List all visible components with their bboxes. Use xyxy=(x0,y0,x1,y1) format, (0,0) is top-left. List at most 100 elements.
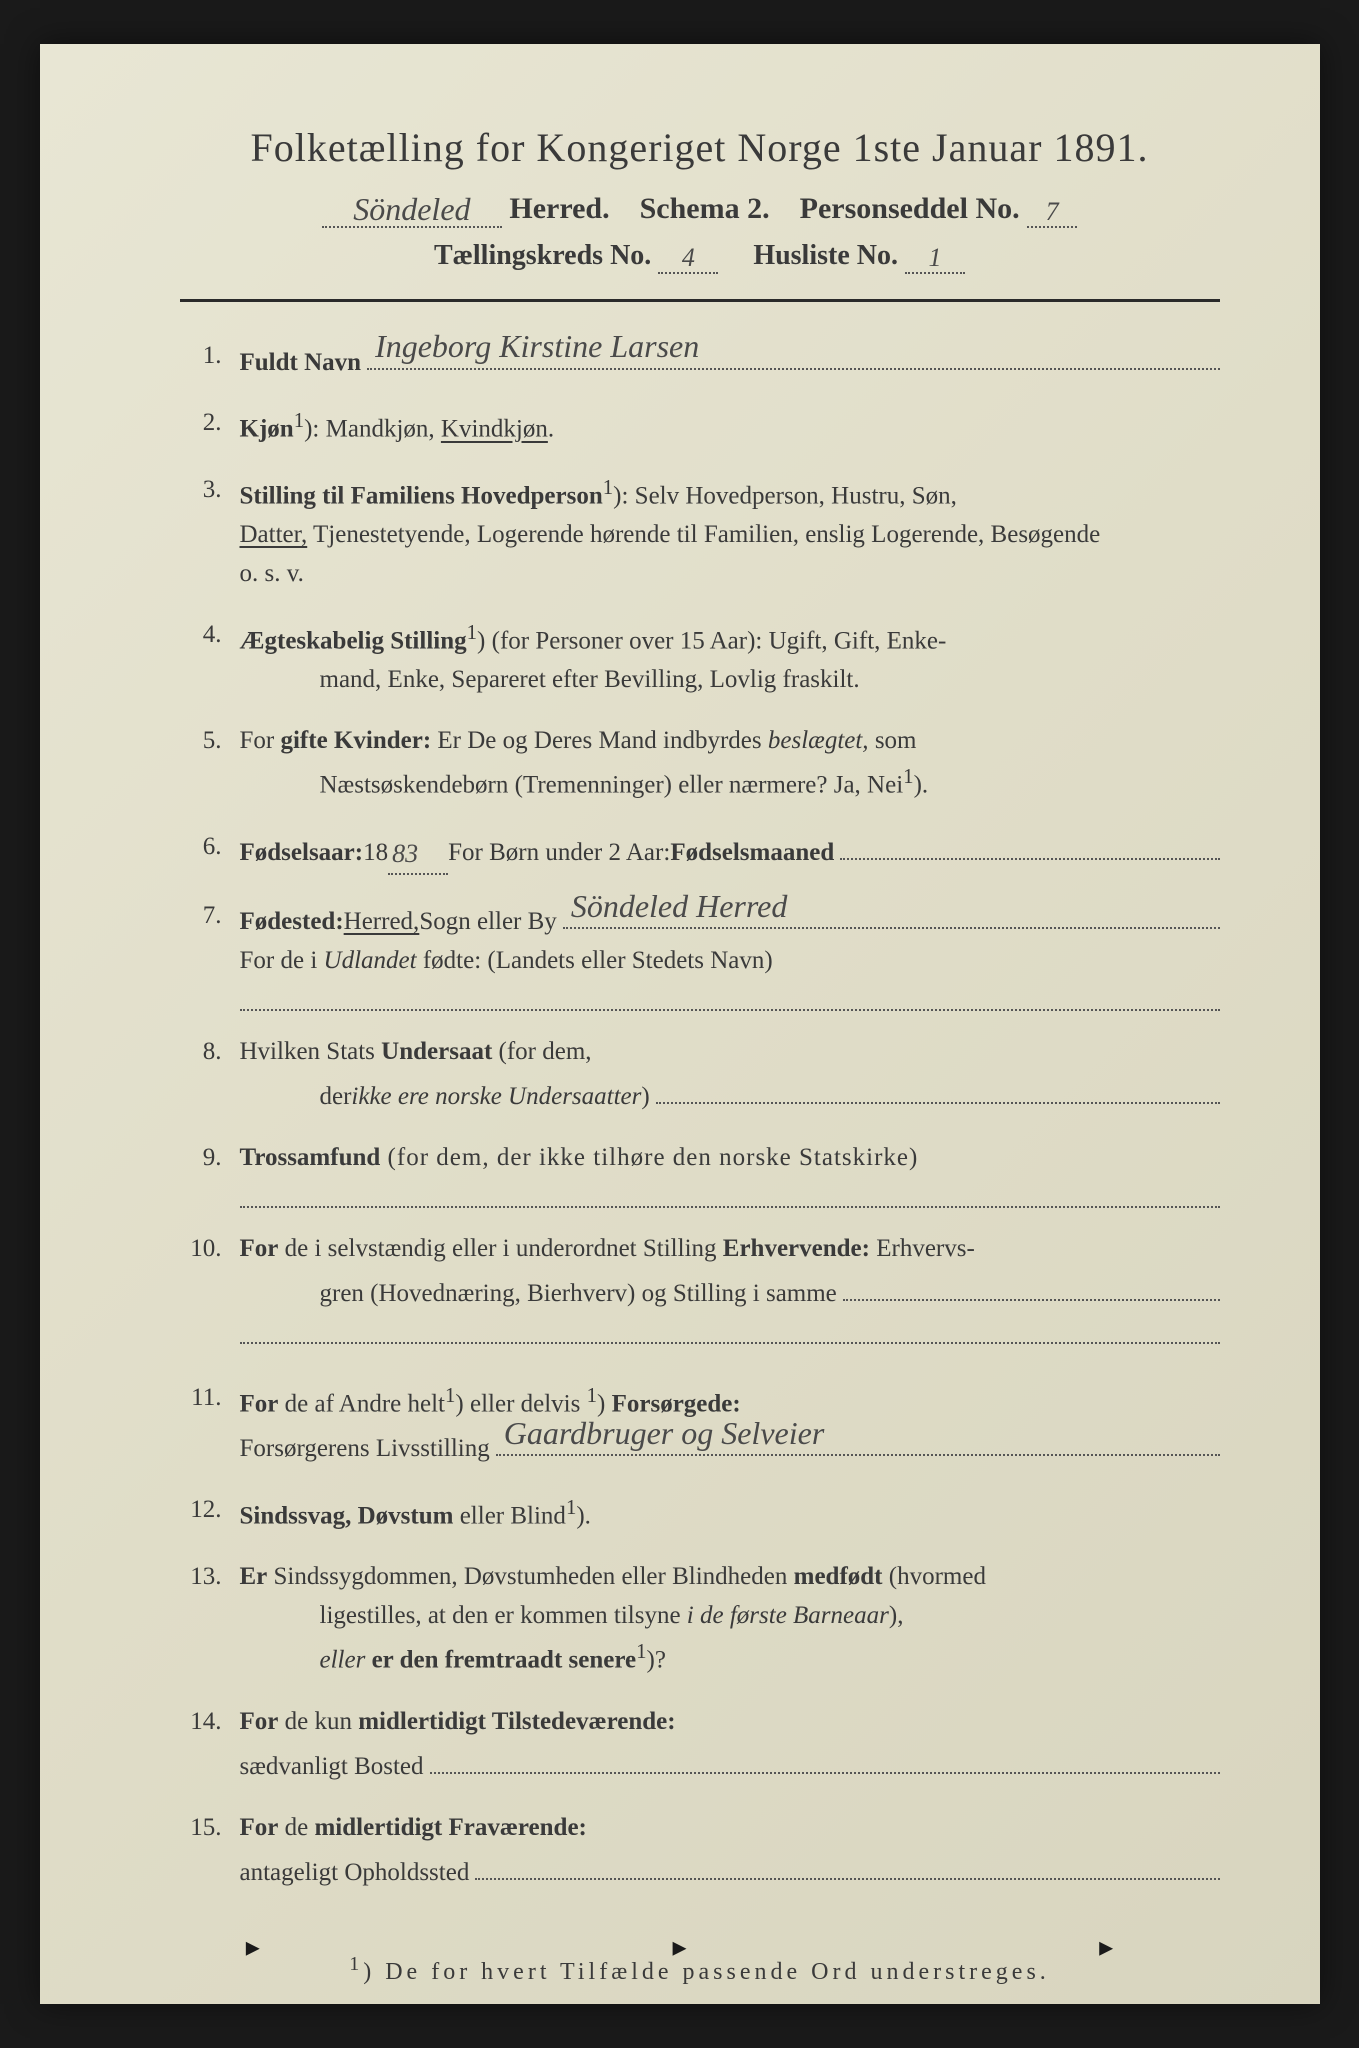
text: de kun xyxy=(278,1708,358,1735)
item-num: 12. xyxy=(190,1491,240,1536)
item-label: Undersaat xyxy=(381,1038,492,1065)
item-label: medfødt xyxy=(794,1563,883,1590)
year-value: 83 xyxy=(392,834,418,874)
item-num: 10. xyxy=(190,1230,240,1344)
text: ), xyxy=(889,1602,904,1629)
personseddel-value: 7 xyxy=(1046,197,1059,227)
sup: 1 xyxy=(566,1495,576,1519)
text: eller Blind xyxy=(453,1502,565,1529)
dotted-line xyxy=(430,1741,1220,1774)
italic-text: ikke ere norske Undersaatter xyxy=(351,1078,641,1117)
month-field xyxy=(840,828,1219,861)
item-num: 3. xyxy=(190,471,240,594)
item-7: 7. Fødested: Herred, Sogn eller By Sönde… xyxy=(190,897,1220,1011)
item-15: 15. For de midlertidigt Fraværende: anta… xyxy=(190,1809,1220,1893)
text: Er De og Deres Mand indbyrdes xyxy=(431,727,768,754)
census-form-page: Folketælling for Kongeriget Norge 1ste J… xyxy=(40,44,1320,2004)
sup: 1 xyxy=(445,1383,455,1407)
kreds-field: 4 xyxy=(658,240,718,274)
husliste-value: 1 xyxy=(929,243,942,273)
text: Sindssygdommen, Døvstumheden eller Blind… xyxy=(267,1563,793,1590)
item-label: Stilling til Familiens Hovedperson xyxy=(240,483,603,510)
item-num: 6. xyxy=(190,828,240,875)
item-2: 2. Kjøn1): Mandkjøn, Kvindkjøn. xyxy=(190,404,1220,449)
husliste-label: Husliste No. xyxy=(753,240,898,271)
binding-marks: ▸ ▸ ▸ xyxy=(40,1930,1320,1964)
item-label: midlertidigt Tilstedeværende: xyxy=(358,1708,675,1735)
item-label: Fødested: xyxy=(240,903,344,942)
item-3: 3. Stilling til Familiens Hovedperson1):… xyxy=(190,471,1220,594)
item-11: 11. For de af Andre helt1) eller delvis … xyxy=(190,1379,1220,1469)
item-num: 7. xyxy=(190,897,240,1011)
header-line-3: Tællingskreds No. 4 Husliste No. 1 xyxy=(180,240,1220,274)
text: Hvilken Stats xyxy=(240,1038,382,1065)
text: (for dem, der ikke tilhøre den norske St… xyxy=(380,1144,918,1171)
item-label: Fødselsmaaned xyxy=(670,834,834,873)
provider-value: Gaardbruger og Selveier xyxy=(504,1409,825,1459)
selected-underlined: Herred, xyxy=(344,903,420,942)
item-num: 8. xyxy=(190,1033,240,1117)
herred-value: Söndeled xyxy=(353,191,470,228)
text: Sogn eller By xyxy=(419,903,557,942)
text: ) xyxy=(641,1078,649,1117)
header-line-2: Söndeled Herred. Schema 2. Personseddel … xyxy=(180,189,1220,228)
text: For xyxy=(240,727,281,754)
dotted-line xyxy=(240,1342,1220,1344)
kreds-value: 4 xyxy=(682,243,695,273)
item-label: Sindssvag, Døvstum xyxy=(240,1502,454,1529)
provider-field: Gaardbruger og Selveier xyxy=(496,1424,1220,1457)
text: sædvanligt Bosted xyxy=(240,1748,424,1787)
item-label: er den fremtraadt senere xyxy=(372,1647,637,1674)
text: Forsørgerens Livsstilling xyxy=(240,1430,490,1469)
item-num: 11. xyxy=(190,1379,240,1469)
form-header: Folketælling for Kongeriget Norge 1ste J… xyxy=(180,124,1220,302)
text: (for dem, xyxy=(492,1038,591,1065)
item-label: For xyxy=(240,1235,279,1262)
text: som xyxy=(869,727,917,754)
personseddel-label: Personseddel No. xyxy=(800,192,1020,225)
italic-text: beslægtet, xyxy=(768,727,869,754)
sup: 1 xyxy=(587,1383,597,1407)
text: o. s. v. xyxy=(240,560,304,587)
item-label: Ægteskabelig Stilling xyxy=(240,627,467,654)
birthplace-field: Söndeled Herred xyxy=(563,897,1220,930)
text: (hvormed xyxy=(883,1563,986,1590)
herred-label: Herred. xyxy=(509,192,609,225)
text: gren (Hovednæring, Bierhverv) og Stillin… xyxy=(320,1275,837,1314)
mark-icon: ▸ xyxy=(1099,1930,1113,1964)
personseddel-field: 7 xyxy=(1027,192,1077,228)
year-field: 83 xyxy=(388,832,448,875)
text: der xyxy=(320,1078,352,1117)
item-label: midlertidigt Fraværende: xyxy=(314,1814,586,1841)
dotted-line xyxy=(843,1268,1220,1301)
selected-underlined: Kvindkjøn xyxy=(441,416,548,443)
text: Erhvervs- xyxy=(870,1235,975,1262)
item-5: 5. For gifte Kvinder: Er De og Deres Man… xyxy=(190,722,1220,806)
item-8: 8. Hvilken Stats Undersaat (for dem, der… xyxy=(190,1033,1220,1117)
dotted-line xyxy=(475,1847,1219,1880)
herred-field: Söndeled xyxy=(322,189,502,228)
form-body: 1. Fuldt Navn Ingeborg Kirstine Larsen 2… xyxy=(180,337,1220,1893)
item-10: 10. For de i selvstændig eller i underor… xyxy=(190,1230,1220,1344)
item-label: For xyxy=(240,1814,279,1841)
italic-text: i de første Barneaar xyxy=(687,1602,889,1629)
item-label: gifte Kvinder: xyxy=(280,727,431,754)
text: Næstsøskendebørn (Tremenninger) eller næ… xyxy=(320,772,904,799)
name-value: Ingeborg Kirstine Larsen xyxy=(375,322,699,372)
sup: 1 xyxy=(603,475,613,499)
text: ): Mandkjøn, xyxy=(304,416,441,443)
sup: 1 xyxy=(636,1639,646,1663)
item-9: 9. Trossamfund (for dem, der ikke tilhør… xyxy=(190,1139,1220,1208)
dotted-line xyxy=(240,1009,1220,1011)
item-num: 15. xyxy=(190,1809,240,1893)
schema-label: Schema 2. xyxy=(640,192,770,225)
item-label: Erhvervende: xyxy=(723,1235,870,1262)
item-13: 13. Er Sindssygdommen, Døvstumheden elle… xyxy=(190,1558,1220,1681)
text: ligestilles, at den er kommen tilsyne xyxy=(320,1602,687,1629)
italic-text: eller xyxy=(320,1647,372,1674)
item-label: Fødselsaar: xyxy=(240,834,364,873)
text: de af Andre helt xyxy=(278,1390,445,1417)
birthplace-value: Söndeled Herred xyxy=(571,882,788,932)
item-1: 1. Fuldt Navn Ingeborg Kirstine Larsen xyxy=(190,337,1220,382)
text: mand, Enke, Separeret efter Bevilling, L… xyxy=(240,661,1220,700)
